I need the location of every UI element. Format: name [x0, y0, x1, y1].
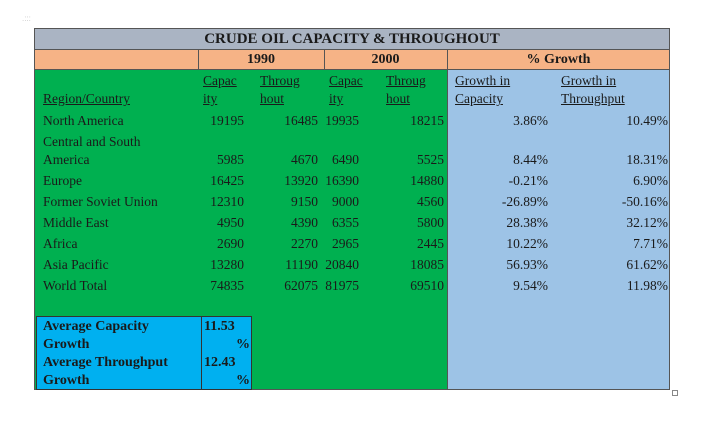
grid-line-2000	[324, 50, 325, 70]
table-row: World Total 74835 62075 81975 69510 9.54% 11.9…	[0, 275, 724, 296]
table-row: North America 19195 16485 19935 18215 3.86% 10…	[0, 110, 724, 131]
resize-handle[interactable]	[672, 390, 678, 396]
cell-cap2: 16390	[325, 173, 359, 188]
cell-thr1: 9150	[291, 194, 318, 209]
grid-line-left	[34, 28, 35, 390]
cell-thr1: 4390	[291, 215, 318, 230]
row-label: Asia Pacific	[43, 257, 109, 272]
row-label: Europe	[43, 173, 82, 188]
cell-cap2: 2965	[332, 236, 359, 251]
grid-line-bottom	[34, 389, 670, 390]
cell-cap2: 9000	[332, 194, 359, 209]
row-label: America	[43, 152, 90, 167]
cell-gcap: 8.44%	[513, 152, 548, 167]
cell-gthr: 10.49%	[626, 113, 668, 128]
cell-thr1: 62075	[284, 278, 318, 293]
row-label: Middle East	[43, 215, 109, 230]
row-label: Former Soviet Union	[43, 194, 158, 209]
avg-throughput-value: 12.43%	[204, 355, 250, 388]
row-label: World Total	[43, 278, 108, 293]
row-label: North America	[43, 113, 124, 128]
cell-thr2: 18085	[410, 257, 444, 272]
cell-cap2: 6490	[332, 152, 359, 167]
cell-thr2: 14880	[410, 173, 444, 188]
year-1990-header: 1990	[247, 52, 275, 67]
corner-mark: .:::	[22, 14, 31, 23]
table-row: Middle East 4950 4390 6355 5800 28.38% 32.12%	[0, 212, 724, 233]
cell-thr2: 69510	[410, 278, 444, 293]
avg-throughput-label: Average Throughput Growth	[43, 355, 168, 388]
cell-thr1: 2270	[291, 236, 318, 251]
cell-cap1: 4950	[217, 215, 244, 230]
cell-gcap: 56.93%	[506, 257, 548, 272]
cell-cap1: 2690	[217, 236, 244, 251]
cell-thr1: 4670	[291, 152, 318, 167]
col-header-thr2000: Throug hout	[386, 73, 426, 106]
cell-thr2: 5800	[417, 215, 444, 230]
year-band	[34, 50, 447, 70]
cell-cap2: 6355	[332, 215, 359, 230]
cell-cap2: 19935	[325, 113, 359, 128]
cell-thr1: 16485	[284, 113, 318, 128]
cell-gthr: 61.62%	[626, 257, 668, 272]
cell-thr2: 5525	[417, 152, 444, 167]
cell-cap1: 13280	[210, 257, 244, 272]
cell-gcap: 10.22%	[506, 236, 548, 251]
table-row: America 5985 4670 6490 5525 8.44% 18.31%	[0, 149, 724, 170]
cell-gthr: -50.16%	[621, 194, 668, 209]
avg-capacity-label: Average Capacity Growth	[43, 319, 149, 352]
cell-cap2: 81975	[325, 278, 359, 293]
cell-cap1: 5985	[217, 152, 244, 167]
table-row: Asia Pacific 13280 11190 20840 18085 56.93% 61…	[0, 254, 724, 275]
col-header-cap1990: Capac ity	[203, 73, 237, 106]
table-row: Former Soviet Union 12310 9150 9000 4560 -26.…	[0, 191, 724, 212]
cell-thr1: 11190	[285, 257, 318, 272]
table-row: Africa 2690 2270 2965 2445 10.22% 7.71%	[0, 233, 724, 254]
average-box	[36, 316, 252, 390]
cell-gcap: -26.89%	[501, 194, 548, 209]
cell-thr1: 13920	[284, 173, 318, 188]
cell-thr2: 2445	[417, 236, 444, 251]
cell-cap1: 74835	[210, 278, 244, 293]
cell-gthr: 11.98%	[626, 278, 668, 293]
grid-line-right	[669, 28, 670, 390]
average-divider	[201, 316, 202, 390]
cell-gthr: 32.12%	[626, 215, 668, 230]
cell-thr2: 4560	[417, 194, 444, 209]
col-header-cap2000: Capac ity	[329, 73, 363, 106]
cell-gcap: 9.54%	[513, 278, 548, 293]
table-row: Europe 16425 13920 16390 14880 -0.21% 6.90%	[0, 170, 724, 191]
cell-gthr: 6.90%	[633, 173, 668, 188]
cell-cap1: 12310	[210, 194, 244, 209]
col-header-growth-capacity: Growth in Capacity	[455, 73, 511, 106]
growth-area	[447, 70, 670, 390]
sheet-title: CRUDE OIL CAPACITY & THROUGHOUT	[34, 28, 670, 50]
col-header-region: Region/Country	[43, 91, 130, 106]
col-header-growth-throughput: Growth in Throughput	[561, 73, 625, 106]
cell-thr2: 18215	[410, 113, 444, 128]
row-label: Africa	[43, 236, 78, 251]
cell-gcap: 28.38%	[506, 215, 548, 230]
cell-gthr: 7.71%	[633, 236, 668, 251]
cell-cap1: 16425	[210, 173, 244, 188]
cell-cap1: 19195	[210, 113, 244, 128]
growth-band: % Growth	[447, 50, 670, 70]
cell-gthr: 18.31%	[626, 152, 668, 167]
grid-line-1990	[198, 50, 199, 70]
avg-capacity-value: 11.53%	[204, 319, 250, 352]
cell-cap2: 20840	[325, 257, 359, 272]
grid-line-growth	[447, 50, 448, 390]
row-label-line: Central and South	[43, 134, 141, 149]
cell-gcap: 3.86%	[513, 113, 548, 128]
cell-gcap: -0.21%	[508, 173, 548, 188]
col-header-thr1990: Throug hout	[260, 73, 300, 106]
year-2000-header: 2000	[371, 52, 400, 67]
growth-header: % Growth	[526, 52, 591, 67]
